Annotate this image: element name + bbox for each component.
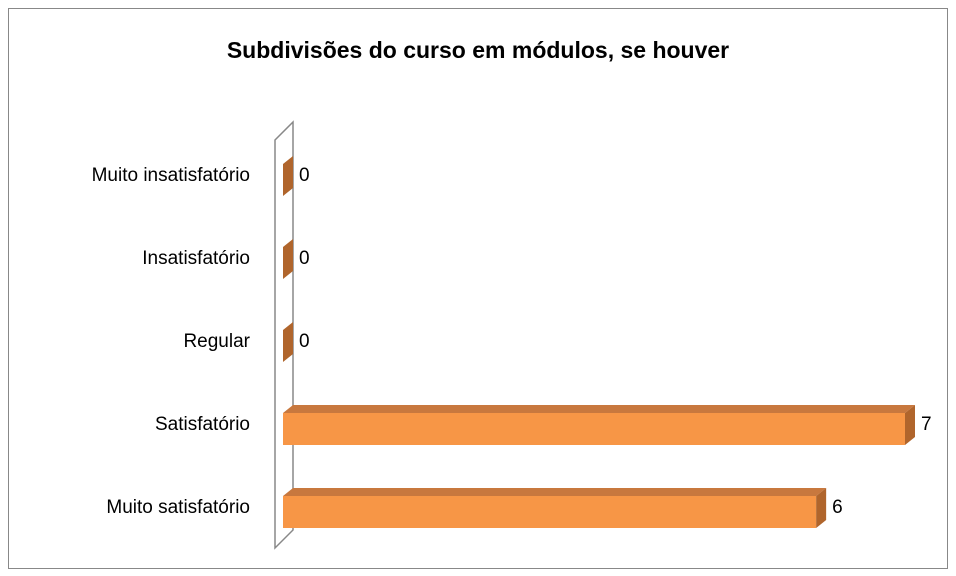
y-tick-label: Muito insatisfatório [92, 165, 250, 186]
y-tick-label: Satisfatório [155, 414, 250, 435]
chart-border [8, 8, 948, 569]
data-label: 7 [921, 414, 932, 435]
bar [283, 156, 293, 196]
bar-side [283, 156, 293, 196]
bar-front [283, 413, 905, 445]
chart-title: Subdivisões do curso em módulos, se houv… [227, 37, 729, 63]
bar-top [283, 488, 827, 496]
bar-front [283, 496, 817, 528]
bar [283, 239, 293, 279]
data-label: 0 [299, 165, 310, 186]
bar [283, 405, 915, 445]
data-label: 0 [299, 331, 310, 352]
bar-side [283, 239, 293, 279]
data-label: 6 [832, 497, 843, 518]
bar-side [816, 488, 827, 528]
axis-wall [274, 120, 294, 550]
y-tick-label: Regular [183, 331, 250, 352]
bar [283, 322, 293, 362]
y-tick-label: Muito satisfatório [106, 497, 250, 518]
data-label: 0 [299, 248, 310, 269]
bar-side [283, 322, 293, 362]
bar-top [283, 405, 915, 413]
bar-side [905, 405, 915, 445]
y-tick-label: Insatisfatório [142, 248, 250, 269]
bar [283, 488, 827, 528]
